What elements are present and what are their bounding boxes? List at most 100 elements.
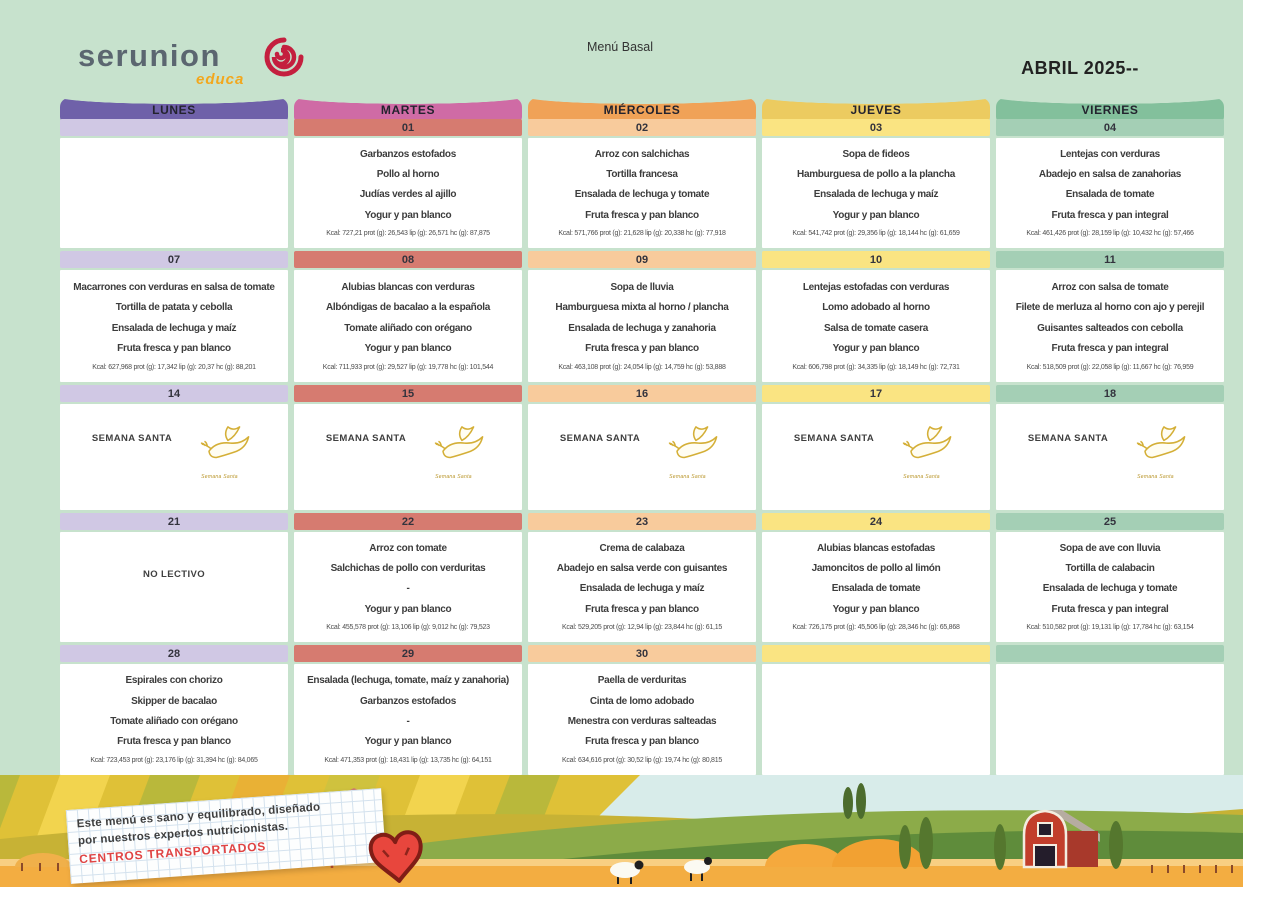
day-number-bar: 28: [60, 645, 288, 662]
menu-item: Sopa de ave con lluvia: [1059, 543, 1161, 555]
day-cell-24: 24 Alubias blancas estofadas Jamoncitos de…: [762, 513, 990, 642]
day-cell-02: 02 Arroz con salchichas Tortilla francesa E…: [528, 119, 756, 248]
day-number-bar: 07: [60, 251, 288, 268]
sheep-graphic: [610, 857, 712, 884]
day-body: SEMANA SANTA Semana Santa: [60, 404, 288, 510]
menu-item: Ensalada de lechuga y zanahoria: [568, 322, 716, 334]
menu-item: Crema de calabaza: [599, 543, 685, 555]
day-number-bar: 10: [762, 251, 990, 268]
menu-item: -: [406, 715, 410, 727]
farm-illustration: Este menú es sano y equilibrado, diseñad…: [0, 775, 1243, 887]
semana-santa-label: SEMANA SANTA: [559, 432, 641, 444]
kcal-line: Kcal: 461,426 prot (g): 28,159 lip (g): …: [1026, 229, 1194, 237]
menu-item: -: [406, 583, 410, 595]
day-number-bar: [60, 119, 288, 136]
day-cell-09: 09 Sopa de lluvia Hamburguesa mixta al hor…: [528, 251, 756, 382]
day-cell-11: 11 Arroz con salsa de tomate Filete de mer…: [996, 251, 1224, 382]
day-cell: [60, 119, 288, 248]
day-number-bar: 17: [762, 385, 990, 402]
kcal-line: Kcal: 727,21 prot (g): 26,543 lip (g): 2…: [326, 229, 490, 237]
day-body: Macarrones con verduras en salsa de toma…: [60, 270, 288, 382]
menu-item: Menestra con verduras salteadas: [567, 715, 717, 727]
day-body: Arroz con tomate Salchichas de pollo con …: [294, 532, 522, 642]
menu-item: Ensalada de tomate: [831, 583, 921, 595]
menu-item: Yogur y pan blanco: [364, 343, 452, 354]
day-body: NO LECTIVO: [60, 532, 288, 642]
day-cell-17: 17 SEMANA SANTA Semana Santa: [762, 385, 990, 510]
kcal-line: Kcal: 463,108 prot (g): 24,054 lip (g): …: [558, 363, 726, 371]
menu-item: Judías verdes al ajillo: [359, 189, 457, 201]
menu-item: Yogur y pan blanco: [832, 209, 920, 221]
menu-item: Skipper de bacalao: [131, 695, 217, 707]
day-number-bar: 01: [294, 119, 522, 136]
dove-caption: Semana Santa: [1137, 473, 1174, 480]
day-body: Garbanzos estofados Pollo al horno Judías …: [294, 138, 522, 248]
menu-item: Ensalada de lechuga y maíz: [579, 583, 705, 595]
menu-item: Macarrones con verduras en salsa de toma…: [73, 281, 275, 293]
day-body: Alubias blancas estofadas Jamoncitos de p…: [762, 532, 990, 642]
menu-item: Tomate aliñado con orégano: [344, 322, 472, 334]
kcal-line: Kcal: 510,582 prot (g): 19,131 lip (g): …: [1026, 623, 1194, 631]
menu-item: Sopa de lluvia: [610, 281, 674, 293]
menu-item: Albóndigas de bacalao a la española: [326, 302, 490, 313]
brand-sub-name: educa: [196, 71, 245, 88]
day-body: Arroz con salchichas Tortilla francesa Ens…: [528, 138, 756, 248]
kcal-line: Kcal: 726,175 prot (g): 45,506 lip (g): …: [792, 623, 960, 631]
day-cell-29: 29 Ensalada (lechuga, tomate, maíz y zana…: [294, 645, 522, 775]
day-cell-04: 04 Lentejas con verduras Abadejo en salsa …: [996, 119, 1224, 248]
semana-santa-label: SEMANA SANTA: [793, 432, 875, 444]
menu-item: Yogur y pan blanco: [832, 603, 920, 615]
day-cell-01: 01 Garbanzos estofados Pollo al horno Judía…: [294, 119, 522, 248]
page-background: serunion educa Menú Basal ABRIL 2025-- L…: [0, 0, 1243, 887]
day-body: Crema de calabaza Abadejo en salsa verde …: [528, 532, 756, 642]
menu-item: Ensalada de lechuga y maíz: [111, 322, 237, 334]
dove-icon: [1136, 421, 1190, 472]
kcal-line: Kcal: 471,353 prot (g): 18,431 lip (g): …: [324, 756, 492, 764]
menu-item: Fruta fresca y pan integral: [1051, 603, 1169, 615]
menu-item: Abadejo en salsa de zanahorias: [1038, 169, 1182, 181]
menu-item: Fruta fresca y pan blanco: [117, 736, 231, 748]
menu-item: Arroz con tomate: [369, 543, 447, 555]
day-cell: [762, 645, 990, 775]
no-lectivo-label: NO LECTIVO: [142, 569, 206, 581]
day-number-bar: 25: [996, 513, 1224, 530]
day-number-bar: 29: [294, 645, 522, 662]
day-number-bar: 03: [762, 119, 990, 136]
menu-item: Ensalada de lechuga y tomate: [574, 189, 710, 201]
menu-item: Fruta fresca y pan blanco: [585, 209, 699, 221]
column-header-lunes: LUNES: [60, 98, 288, 122]
dove-caption: Semana Santa: [669, 473, 706, 480]
kcal-line: Kcal: 711,933 prot (g): 29,527 lip (g): …: [322, 363, 494, 371]
menu-item: Guisantes salteados con cebolla: [1037, 322, 1183, 334]
day-number-bar: 18: [996, 385, 1224, 402]
menu-item: Salsa de tomate casera: [823, 322, 929, 334]
day-number-bar: 15: [294, 385, 522, 402]
day-body: SEMANA SANTA Semana Santa: [996, 404, 1224, 510]
kcal-line: Kcal: 455,578 prot (g): 13,106 lip (g): …: [326, 623, 490, 631]
heart-icon: [359, 822, 436, 887]
day-cell-18: 18 SEMANA SANTA Semana Santa: [996, 385, 1224, 510]
menu-item: Lentejas estofadas con verduras: [802, 281, 950, 293]
menu-item: Garbanzos estofados: [360, 695, 456, 707]
menu-item: Cinta de lomo adobado: [589, 695, 695, 707]
menu-item: Hamburguesa de pollo a la plancha: [797, 169, 955, 181]
day-body: Sopa de fideos Hamburguesa de pollo a la …: [762, 138, 990, 248]
rose-logo-icon: [261, 34, 307, 85]
day-cell-07: 07 Macarrones con verduras en salsa de to…: [60, 251, 288, 382]
brand-logo: serunion educa: [78, 37, 308, 94]
column-header-martes: MARTES: [294, 98, 522, 122]
day-body: [60, 138, 288, 248]
menu-item: Fruta fresca y pan blanco: [117, 343, 231, 354]
day-number-bar: 30: [528, 645, 756, 662]
barn-graphic: [1022, 809, 1100, 869]
menu-item: Lomo adobado al horno: [822, 302, 930, 313]
day-number-bar: [762, 645, 990, 662]
kcal-line: Kcal: 627,968 prot (g): 17,342 lip (g): …: [92, 363, 256, 371]
day-cell-08: 08 Alubias blancas con verduras Albóndigas…: [294, 251, 522, 382]
column-header-miércoles: MIÉRCOLES: [528, 98, 756, 122]
month-title: ABRIL 2025--: [1021, 58, 1139, 78]
menu-item: Tomate aliñado con orégano: [110, 715, 238, 727]
dove-caption: Semana Santa: [435, 473, 472, 480]
day-body: Sopa de lluvia Hamburguesa mixta al horno…: [528, 270, 756, 382]
